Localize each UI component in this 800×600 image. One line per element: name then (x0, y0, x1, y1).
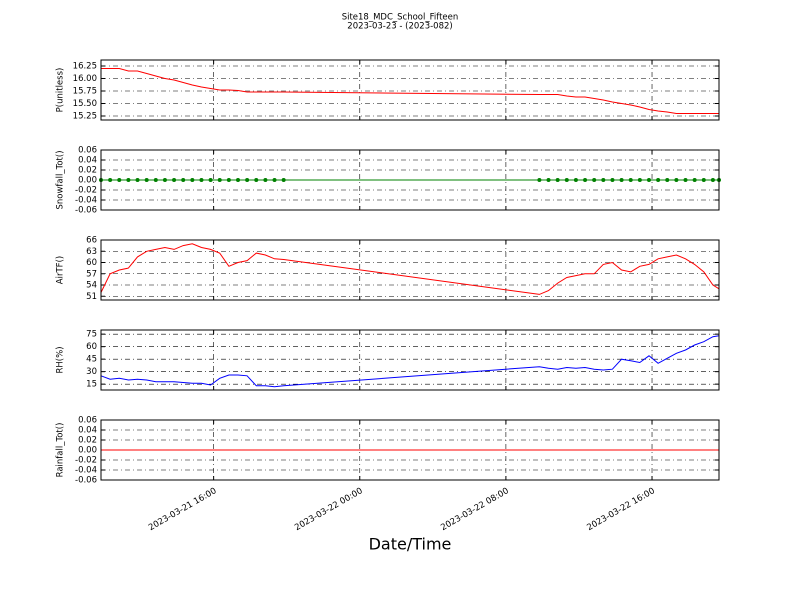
data-point (208, 178, 213, 182)
data-point (665, 178, 670, 182)
y-tick-label: -0.04 (75, 466, 97, 476)
y-tick-label: -0.06 (75, 206, 97, 216)
y-axis-label: RH(%) (56, 346, 66, 373)
data-point (619, 178, 624, 182)
data-line (100, 243, 720, 295)
data-point (564, 178, 569, 182)
y-axis-label: Rainfall_Tot() (56, 423, 66, 478)
y-tick-label: 16.25 (73, 62, 97, 72)
y-axis-label: Snowfall_Tot() (56, 150, 66, 209)
y-tick-label: 60 (86, 342, 97, 352)
y-tick-label: 15.25 (73, 112, 97, 122)
y-tick-label: 54 (86, 281, 97, 291)
data-line (101, 68, 719, 114)
y-axis-label: P(unitless) (56, 68, 66, 113)
y-axis-label: AirTF() (56, 256, 66, 284)
data-point (646, 178, 651, 182)
y-tick-label: 0.02 (78, 166, 97, 176)
y-tick-label: 15.75 (73, 87, 97, 97)
data-point (674, 178, 679, 182)
data-point (281, 178, 286, 182)
plot-frame (100, 329, 720, 391)
x-tick-label: 2023-03-22 00:00 (293, 486, 364, 533)
y-tick-label: 15.50 (73, 99, 97, 109)
x-tick-label: 2023-03-21 16:00 (147, 486, 218, 533)
y-tick-label: 57 (86, 269, 97, 279)
x-axis-label: Date/Time (369, 535, 452, 554)
y-tick-label: 0.00 (78, 176, 97, 186)
y-tick-label: -0.02 (75, 456, 97, 466)
plot-frame (100, 149, 720, 211)
data-point (126, 178, 131, 182)
y-tick-label: 51 (86, 292, 97, 302)
y-tick-label: 0.06 (78, 146, 97, 156)
data-point (537, 178, 542, 182)
data-point (263, 178, 268, 182)
data-point (199, 178, 204, 182)
data-point (710, 178, 715, 182)
y-tick-label: 0.04 (78, 426, 97, 436)
data-point (272, 178, 277, 182)
plot-frame (100, 239, 720, 301)
data-point (683, 178, 688, 182)
data-point (592, 178, 597, 182)
data-point (610, 178, 615, 182)
chart-title: Site18_MDC_School_Fifteen (342, 13, 459, 23)
data-point (573, 178, 578, 182)
data-point (135, 178, 140, 182)
data-point (254, 178, 259, 182)
y-tick-label: 15 (86, 380, 97, 390)
data-point (144, 178, 149, 182)
data-point (245, 178, 250, 182)
data-point (637, 178, 642, 182)
data-point (153, 178, 158, 182)
x-tick-label: 2023-03-22 08:00 (439, 486, 510, 533)
data-point (546, 178, 551, 182)
y-tick-label: -0.04 (75, 196, 97, 206)
y-tick-label: 0.00 (78, 446, 97, 456)
data-point (181, 178, 186, 182)
y-tick-label: 0.06 (78, 416, 97, 426)
data-point (108, 178, 113, 182)
data-point (117, 178, 122, 182)
data-point (162, 178, 167, 182)
data-point (555, 178, 560, 182)
plot-frame (100, 59, 720, 121)
data-point (583, 178, 588, 182)
data-point (692, 178, 697, 182)
y-tick-label: 66 (86, 236, 97, 246)
y-tick-label: 0.02 (78, 436, 97, 446)
data-point (235, 178, 240, 182)
y-tick-label: -0.06 (75, 476, 97, 486)
data-point (217, 178, 222, 182)
data-point (190, 178, 195, 182)
y-tick-label: 75 (86, 330, 97, 340)
y-tick-label: 45 (86, 355, 97, 365)
data-point (628, 178, 633, 182)
data-point (601, 178, 606, 182)
y-tick-label: 60 (86, 258, 97, 268)
y-tick-label: 63 (86, 247, 97, 257)
plot-frame (100, 419, 720, 481)
x-tick-label: 2023-03-22 16:00 (585, 486, 656, 533)
data-point (701, 178, 706, 182)
data-line (100, 335, 720, 388)
data-point (226, 178, 231, 182)
y-tick-label: 0.04 (78, 156, 97, 166)
y-tick-label: -0.02 (75, 186, 97, 196)
y-tick-label: 16.00 (73, 74, 97, 84)
data-point (172, 178, 177, 182)
data-point (656, 178, 661, 182)
y-tick-label: 30 (86, 367, 97, 377)
chart-subtitle: 2023-03-23 - (2023-082) (347, 22, 452, 32)
